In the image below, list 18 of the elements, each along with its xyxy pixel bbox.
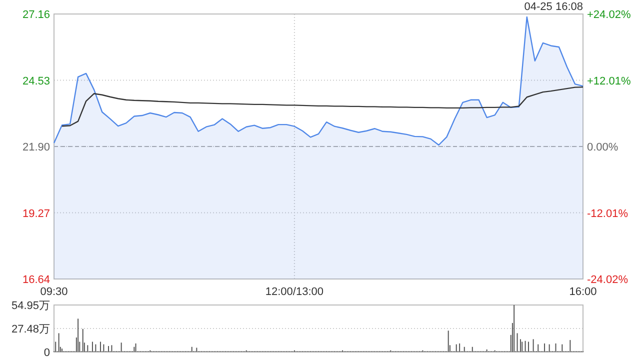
- y-tick-label: 19.27: [22, 208, 50, 220]
- y-tick-label: 24.53: [22, 75, 50, 88]
- y-tick-label: 0: [44, 347, 50, 359]
- y2-tick-label: -12.01%: [587, 208, 628, 220]
- x-tick-label: 16:00: [569, 286, 597, 298]
- y-tick-label: 27.48万: [11, 324, 50, 336]
- y-tick-label: 16.64: [22, 274, 50, 286]
- y2-tick-label: -24.02%: [587, 274, 628, 286]
- x-tick-label: 09:30: [40, 286, 68, 298]
- y-tick-label: 21.90: [22, 142, 50, 154]
- line-series: [61, 86, 584, 127]
- text: 04-25 16:08: [524, 1, 583, 13]
- y2-tick-label: +12.01%: [587, 75, 631, 88]
- y2-tick-label: +24.02%: [587, 9, 631, 21]
- x-tick-label: 12:00/13:00: [265, 286, 324, 298]
- y-tick-label: 27.16: [22, 9, 50, 21]
- y-tick-label: 54.95万: [11, 300, 50, 312]
- y2-tick-label: 0.00%: [587, 142, 618, 154]
